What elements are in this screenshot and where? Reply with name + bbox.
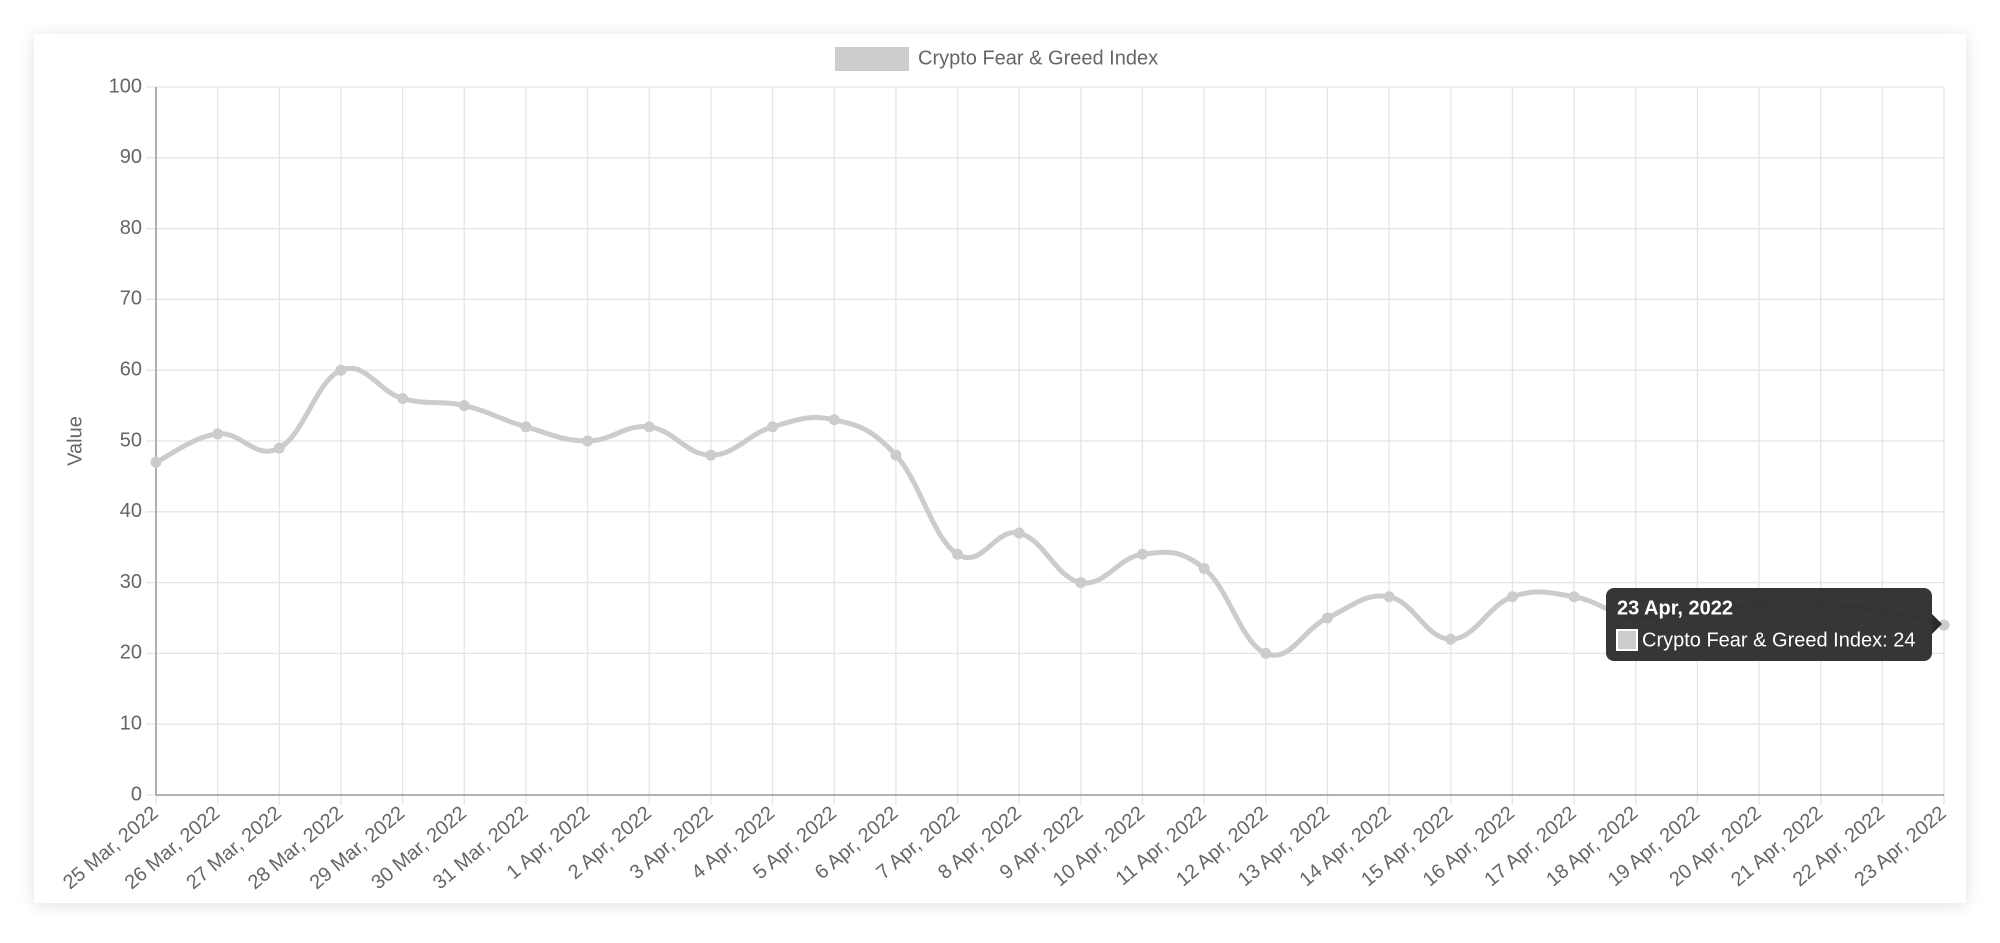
point bbox=[150, 456, 162, 468]
point bbox=[1075, 577, 1087, 589]
y-tick-label: 90 bbox=[120, 146, 142, 168]
point bbox=[1568, 591, 1580, 603]
y-axis-label: Value bbox=[64, 416, 86, 466]
y-tick-label: 10 bbox=[120, 712, 142, 734]
legend-item: Crypto Fear & Greed Index bbox=[835, 47, 1158, 71]
legend-swatch bbox=[835, 47, 909, 71]
point bbox=[1938, 619, 1950, 631]
point bbox=[458, 400, 470, 412]
point bbox=[1013, 527, 1025, 539]
point bbox=[1136, 548, 1148, 560]
point bbox=[520, 421, 532, 433]
point bbox=[1506, 591, 1518, 603]
tooltip-swatch bbox=[1616, 629, 1638, 651]
point bbox=[828, 414, 840, 426]
point bbox=[335, 364, 347, 376]
point bbox=[890, 449, 902, 461]
y-tick-label: 0 bbox=[131, 783, 142, 805]
point bbox=[1445, 633, 1457, 645]
legend-label: Crypto Fear & Greed Index bbox=[918, 47, 1158, 69]
y-tick-label: 30 bbox=[120, 571, 142, 593]
point bbox=[582, 435, 594, 447]
y-tick-label: 70 bbox=[120, 288, 142, 310]
card bbox=[34, 34, 1966, 903]
point bbox=[952, 548, 964, 560]
tooltip-box bbox=[1606, 588, 1932, 661]
point bbox=[273, 442, 285, 454]
y-tick-label: 100 bbox=[109, 75, 142, 97]
y-tick-label: 50 bbox=[120, 429, 142, 451]
point bbox=[397, 393, 409, 405]
tooltip-body: Crypto Fear & Greed Index: 24 bbox=[1642, 629, 1915, 651]
tooltip-caret bbox=[1932, 614, 1942, 634]
y-tick-label: 80 bbox=[120, 217, 142, 239]
y-tick-label: 20 bbox=[120, 642, 142, 664]
point bbox=[767, 421, 779, 433]
point bbox=[1260, 647, 1272, 659]
point bbox=[643, 421, 655, 433]
point bbox=[1198, 562, 1210, 574]
tooltip-title: 23 Apr, 2022 bbox=[1617, 597, 1733, 619]
y-tick-label: 60 bbox=[120, 358, 142, 380]
point bbox=[705, 449, 717, 461]
point bbox=[1321, 612, 1333, 624]
y-tick-label: 40 bbox=[120, 500, 142, 522]
point bbox=[212, 428, 224, 440]
point bbox=[1383, 591, 1395, 603]
tooltip: 23 Apr, 2022 Crypto Fear & Greed Index: 2… bbox=[1606, 588, 1942, 661]
